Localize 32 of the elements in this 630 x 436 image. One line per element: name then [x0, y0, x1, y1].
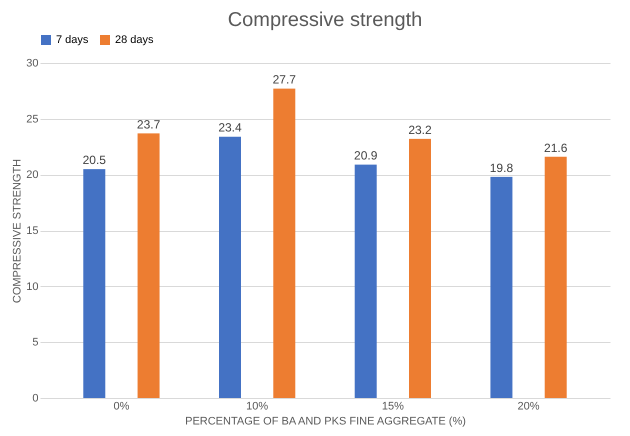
data-label: 20.5: [82, 153, 106, 168]
y-tick-label: 20: [26, 169, 38, 182]
y-tick-label: 10: [26, 280, 38, 293]
x-tick-label: 20%: [518, 400, 540, 412]
data-label: 20.9: [354, 148, 378, 163]
y-tick-label: 25: [26, 113, 38, 126]
x-tick-label: 15%: [382, 400, 404, 412]
bar: [219, 136, 241, 398]
bar: [273, 88, 296, 398]
bar: [409, 138, 431, 398]
legend-label: 28 days: [115, 34, 154, 46]
y-tick-label: 30: [26, 58, 38, 70]
data-label: 23.2: [408, 122, 432, 137]
data-label: 21.6: [544, 140, 568, 155]
y-tick-label: 15: [26, 225, 38, 237]
bar: [490, 176, 512, 398]
bar: [544, 156, 567, 398]
y-tick-label: 5: [32, 336, 38, 349]
bar: [354, 164, 377, 398]
bar: [138, 133, 160, 398]
x-tick-label: 10%: [246, 400, 268, 412]
x-axis-title: PERCENTAGE OF BA AND PKS FINE AGGREGATE (%): [185, 416, 466, 428]
x-tick-label: 0%: [113, 400, 130, 412]
data-label: 23.4: [218, 120, 242, 135]
chart-title: Compressive strength: [228, 9, 422, 31]
bar: [83, 169, 106, 398]
data-label: 23.7: [136, 117, 161, 132]
data-label: 27.7: [272, 72, 296, 87]
y-tick-label: 0: [32, 392, 38, 404]
legend-label: 7 days: [56, 34, 89, 46]
data-label: 19.8: [490, 160, 514, 175]
y-axis-title: COMPRESSIVE STRENGTH: [11, 158, 24, 304]
